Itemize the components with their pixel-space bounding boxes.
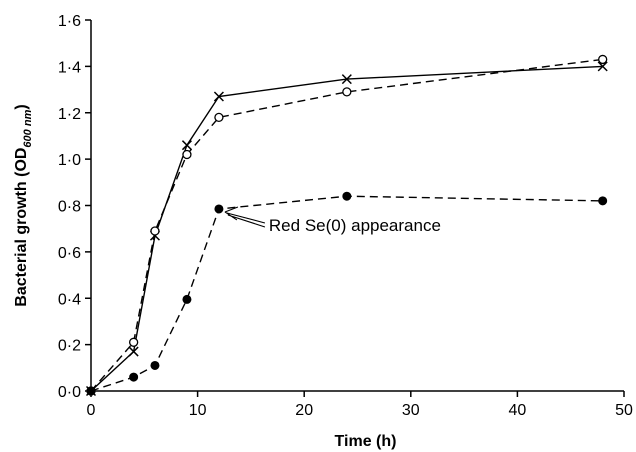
data-point-open-circle <box>182 149 192 160</box>
annotation-text: Red Se(0) appearance <box>269 216 441 235</box>
y-tick-label: 0·2 <box>58 338 81 355</box>
y-tick-label: 1·0 <box>58 152 81 169</box>
y-axis-label-main: Bacterial growth (OD <box>13 148 30 307</box>
y-axis-label-sub: 600 nm <box>22 109 34 147</box>
data-point-open-circle <box>128 337 139 347</box>
data-point-cross <box>341 74 352 85</box>
annotation: Red Se(0) appearance <box>224 206 441 235</box>
y-axis-label: Bacterial growth (OD600 nm) <box>13 104 34 306</box>
data-point-cross <box>597 61 608 72</box>
data-point-filled-circle <box>86 386 96 396</box>
y-tick-label: 1·4 <box>58 59 81 76</box>
x-axis-label: Time (h) <box>335 433 397 450</box>
x-tick-label: 50 <box>615 402 633 419</box>
y-tick-label: 1·6 <box>58 13 81 30</box>
y-tick-label: 0·4 <box>58 291 81 308</box>
data-point-cross <box>128 346 139 357</box>
x-tick-label: 20 <box>295 402 313 419</box>
annotation-arrow <box>224 206 266 228</box>
y-axis-label-close: ) <box>13 104 30 109</box>
y-tick-label: 0·6 <box>58 245 81 262</box>
x-tick-label: 10 <box>189 402 207 419</box>
data-point-cross <box>181 140 192 151</box>
x-tick-label: 40 <box>509 402 527 419</box>
series-filled-circle <box>86 191 608 396</box>
data-point-filled-circle <box>342 191 352 201</box>
data-point-open-circle <box>598 54 608 65</box>
data-point-open-circle <box>214 112 224 123</box>
data-point-open-circle <box>342 87 352 97</box>
data-point-filled-circle <box>214 204 224 214</box>
x-tick-label: 30 <box>402 402 420 419</box>
data-point-cross <box>213 91 224 102</box>
data-point-filled-circle <box>182 294 192 304</box>
data-point-filled-circle <box>150 360 160 370</box>
data-point-filled-circle <box>598 196 608 206</box>
y-tick-label: 0·0 <box>58 384 81 401</box>
data-point-open-circle <box>150 226 160 236</box>
y-tick-label: 0·8 <box>58 199 81 216</box>
series-layer <box>85 54 608 397</box>
x-tick-label: 0 <box>87 402 96 419</box>
y-tick-label: 1·2 <box>58 106 81 123</box>
data-point-filled-circle <box>129 372 139 382</box>
axes: 0·0 0·2 0·4 0·6 0·8 1·0 1·2 1·4 1·6 0 10 20 30 40 50 <box>58 13 633 419</box>
